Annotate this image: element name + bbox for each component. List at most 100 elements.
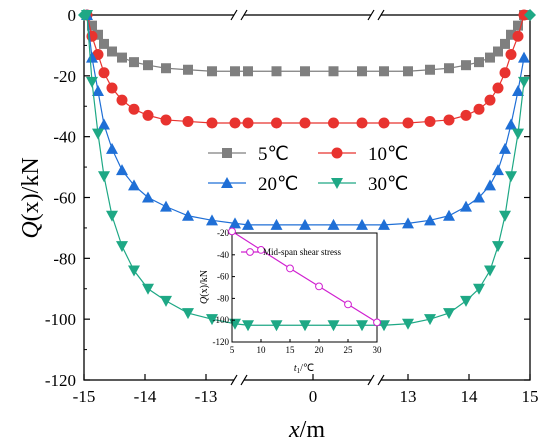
axis-break-gap: [371, 374, 381, 386]
axis-break-mark: [377, 374, 385, 386]
inset-x-title-unit: /℃: [300, 363, 314, 374]
data-point: [356, 320, 368, 332]
axis-break-mark: [367, 9, 375, 21]
data-point: [460, 200, 472, 212]
series-2: [81, 9, 530, 129]
end-marker: [524, 9, 536, 21]
axis-break-mark: [240, 374, 248, 386]
axis-break-mark: [377, 9, 385, 21]
data-point: [379, 66, 389, 77]
data-point: [378, 218, 390, 230]
inset-y-tick-label: -120: [213, 337, 230, 347]
data-point: [271, 66, 282, 77]
y-tick-label: -60: [53, 189, 76, 208]
data-point: [461, 60, 471, 71]
y-axis-title-var: Q: [18, 221, 44, 238]
series-line: [86, 14, 525, 326]
inset-chart: 5 10 15 20 25 30-120-100-80-60-40-20t1/℃Q(x)/…: [199, 227, 383, 375]
inset-y-title-var: Q: [199, 296, 210, 304]
data-point: [117, 52, 127, 63]
data-point: [207, 66, 217, 77]
axis-break-gap: [371, 9, 381, 21]
data-point: [129, 57, 139, 68]
inset-data-point: [315, 282, 323, 291]
y-axis-title-arg: (x): [18, 193, 44, 221]
data-point: [484, 94, 496, 106]
data-point: [128, 265, 140, 277]
data-point: [402, 117, 414, 129]
data-point: [424, 314, 436, 326]
legend: 5℃ 10℃ 20℃ 30℃: [208, 144, 408, 195]
y-tick-label: -20: [53, 67, 76, 86]
x-tick-label: 13: [400, 387, 417, 406]
data-point: [206, 117, 218, 129]
data-point: [402, 318, 414, 330]
data-point: [182, 115, 194, 127]
inset-y-tick-label: -20: [217, 228, 229, 238]
data-point: [484, 179, 496, 191]
inset-x-tick-label: 30: [373, 345, 383, 355]
data-point: [142, 109, 154, 121]
legend-label: 30℃: [368, 174, 408, 195]
inset-y-tick-label: -80: [217, 293, 229, 303]
data-point: [505, 118, 517, 130]
data-point: [444, 63, 454, 74]
data-point: [513, 20, 523, 31]
data-point: [518, 76, 530, 88]
x-tick-label: -13: [195, 387, 218, 406]
data-point: [160, 114, 172, 126]
data-point: [443, 308, 455, 320]
data-point: [492, 164, 504, 176]
inset-series-line: [231, 230, 378, 323]
inset-data-point: [373, 318, 381, 327]
data-point: [98, 171, 110, 183]
x-tick-label: -15: [73, 387, 96, 406]
data-point: [402, 217, 414, 229]
data-point: [425, 64, 435, 75]
x-tick-label: 14: [461, 387, 479, 406]
data-point: [106, 82, 118, 94]
data-point: [328, 117, 339, 129]
data-point: [116, 94, 128, 106]
inset-x-title-sub: 1: [297, 367, 301, 375]
end-marker: [78, 9, 90, 21]
data-point: [512, 30, 524, 42]
data-point: [505, 49, 517, 61]
data-point: [473, 283, 485, 295]
data-point: [328, 66, 339, 77]
data-point: [143, 60, 153, 71]
y-axis-title-unit: /kN: [18, 157, 44, 193]
data-point: [492, 82, 504, 94]
inset-y-title-unit: /kN: [199, 270, 210, 285]
data-point: [424, 214, 436, 226]
data-point: [142, 283, 154, 295]
data-point: [243, 66, 253, 77]
legend-label: 5℃: [258, 144, 289, 165]
data-point: [161, 63, 171, 74]
data-point: [512, 128, 524, 140]
axis-break-mark: [240, 9, 248, 21]
series-4: [81, 10, 530, 332]
data-point: [183, 64, 193, 75]
data-point: [182, 308, 194, 320]
data-point: [86, 51, 98, 63]
x-axis-title-var: x: [288, 417, 300, 443]
x-tick-label: 0: [309, 387, 318, 406]
y-tick-label: -120: [45, 371, 76, 390]
x-tick-label: 15: [522, 387, 539, 406]
data-point: [512, 85, 524, 97]
data-point: [473, 103, 485, 115]
data-point: [378, 117, 390, 129]
data-point: [206, 214, 218, 226]
inset-data-point: [344, 300, 352, 309]
data-point: [460, 109, 472, 121]
inset-data-point: [286, 264, 294, 273]
data-point: [500, 38, 510, 49]
data-point: [128, 179, 140, 191]
inset-legend-marker: [246, 248, 254, 256]
data-point: [484, 265, 496, 277]
inset-y-tick-label: -40: [217, 250, 229, 260]
inset-x-tick-label: 10: [257, 345, 267, 355]
inset-y-tick-label: -60: [217, 272, 229, 282]
data-point: [206, 314, 218, 326]
